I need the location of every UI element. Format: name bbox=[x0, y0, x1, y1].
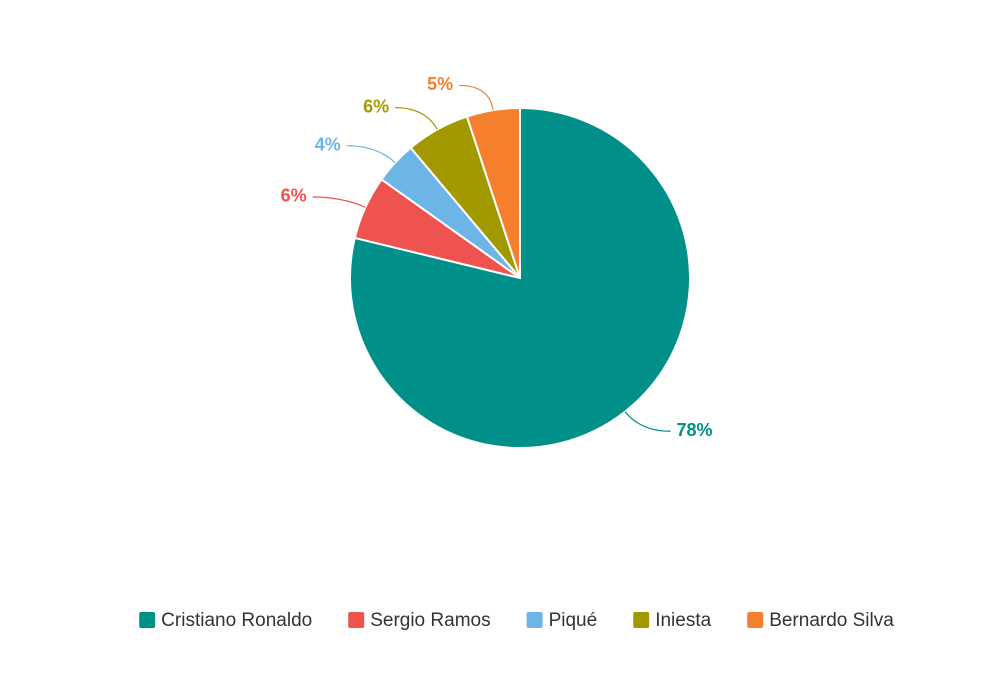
pie-slice bbox=[465, 106, 521, 279]
value-label: 6% bbox=[363, 96, 389, 116]
legend-swatch bbox=[348, 612, 365, 628]
legend-label: Sergio Ramos bbox=[370, 610, 490, 631]
value-label: 4% bbox=[315, 134, 341, 154]
legend-label: Piqué bbox=[549, 610, 598, 631]
legend-swatch bbox=[139, 612, 156, 628]
leader-line bbox=[624, 411, 671, 432]
legend-label: Bernardo Silva bbox=[769, 610, 894, 631]
legend-swatch bbox=[526, 612, 543, 628]
value-label: 5% bbox=[427, 74, 453, 94]
value-label: 78% bbox=[677, 420, 713, 440]
legend-label: Cristiano Ronaldo bbox=[161, 610, 312, 631]
leader-line bbox=[395, 106, 438, 130]
legend-label: Iniesta bbox=[655, 610, 711, 631]
value-label: 6% bbox=[281, 186, 307, 206]
legend-swatch bbox=[747, 612, 764, 628]
leader-line bbox=[312, 196, 366, 208]
leader-line bbox=[346, 145, 396, 164]
legend-swatch bbox=[633, 612, 650, 628]
leader-line bbox=[459, 84, 494, 111]
